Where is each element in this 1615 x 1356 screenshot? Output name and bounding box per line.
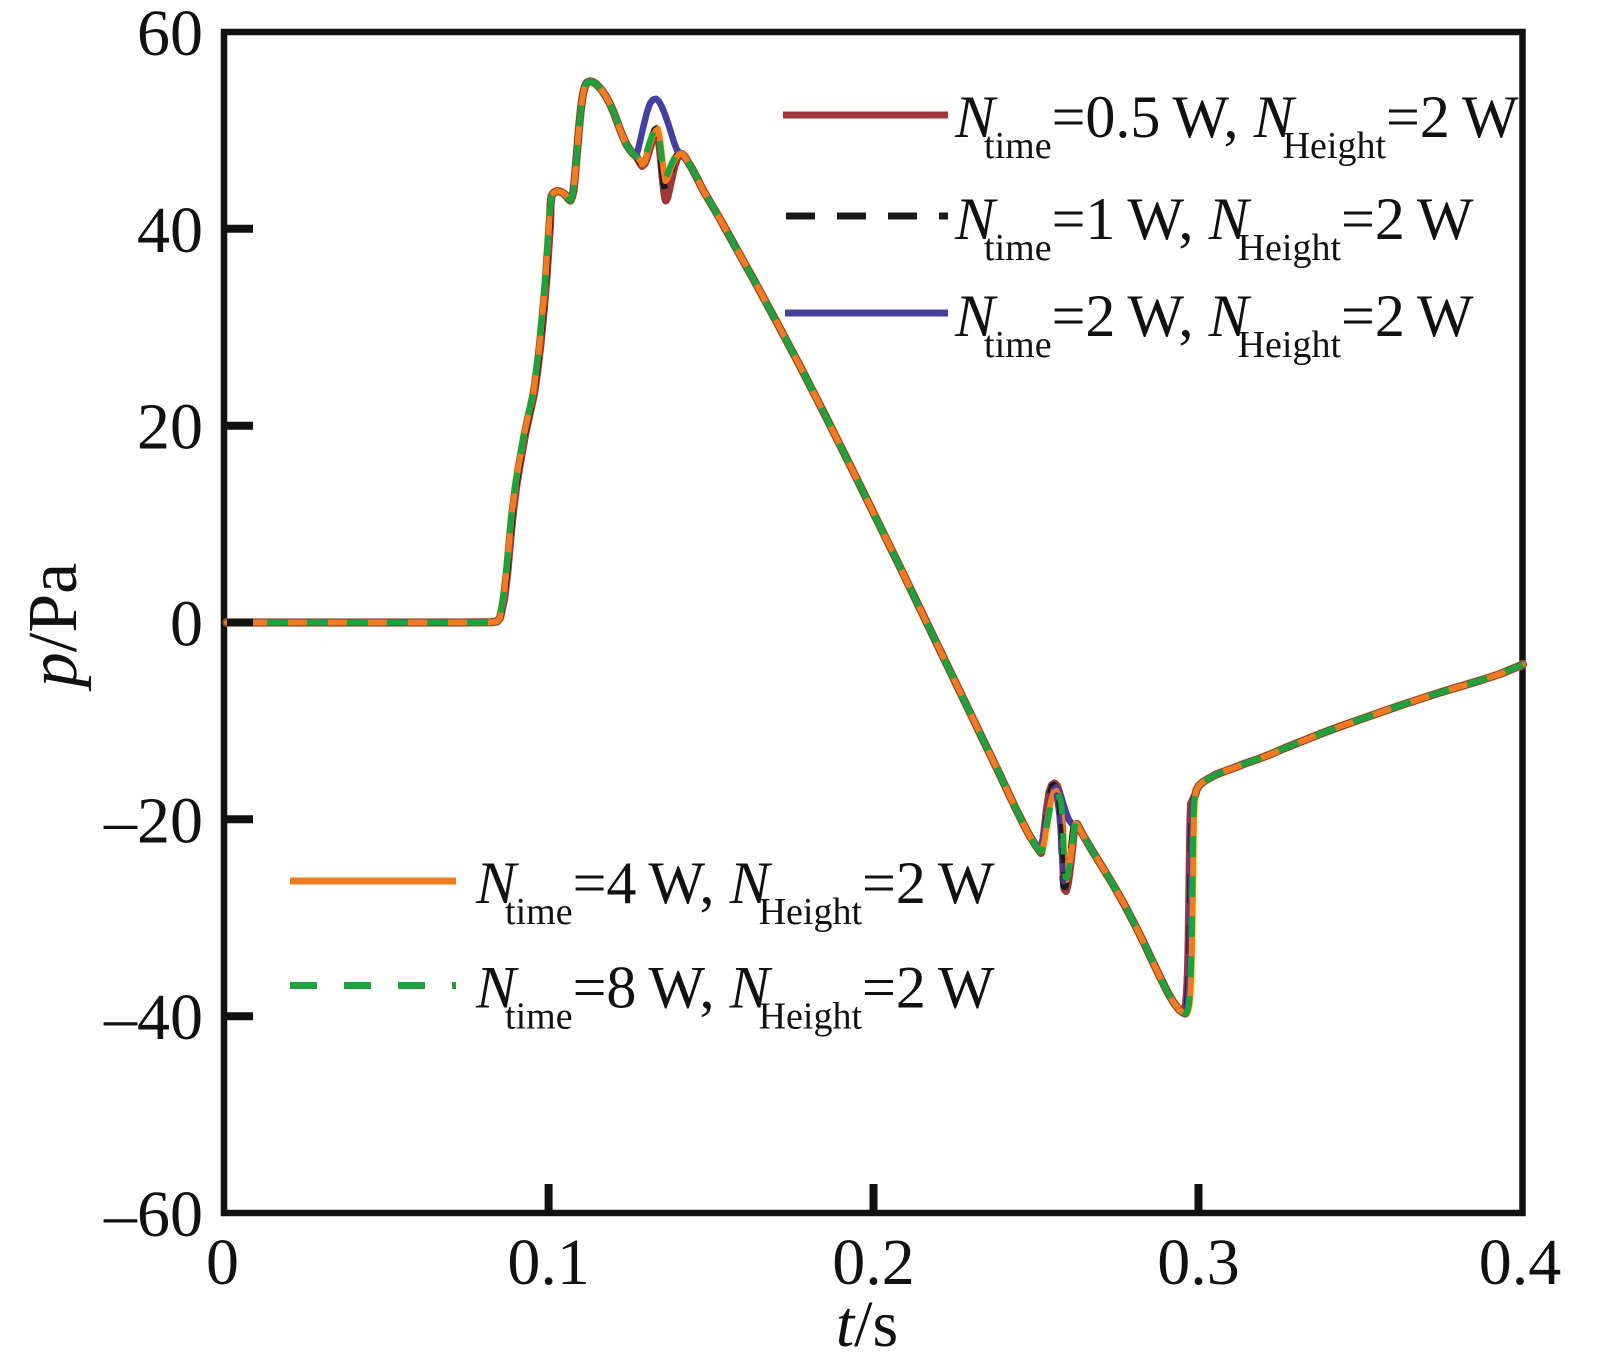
svg-text:–20: –20	[103, 784, 203, 857]
svg-text:60: 60	[137, 0, 203, 70]
svg-text:Ntime=1 W, NHeight=2 W: Ntime=1 W, NHeight=2 W	[954, 186, 1474, 269]
svg-text:t/s: t/s	[836, 1288, 898, 1356]
svg-text:0.3: 0.3	[1157, 1226, 1240, 1299]
svg-text:0.4: 0.4	[1479, 1226, 1562, 1299]
svg-text:0: 0	[206, 1226, 239, 1299]
svg-text:40: 40	[137, 194, 203, 267]
svg-text:Ntime=4 W, NHeight=2 W: Ntime=4 W, NHeight=2 W	[475, 850, 995, 933]
svg-text:Ntime=0.5 W, NHeight=2 W: Ntime=0.5 W, NHeight=2 W	[954, 84, 1519, 167]
svg-text:0: 0	[170, 588, 203, 661]
svg-text:Ntime=8 W, NHeight=2 W: Ntime=8 W, NHeight=2 W	[475, 955, 995, 1038]
svg-text:0.1: 0.1	[507, 1226, 590, 1299]
svg-text:Ntime=2 W, NHeight=2 W: Ntime=2 W, NHeight=2 W	[954, 283, 1474, 366]
svg-text:0.2: 0.2	[832, 1226, 915, 1299]
svg-text:–60: –60	[103, 1178, 203, 1251]
svg-text:20: 20	[137, 391, 203, 464]
svg-text:p/Pa: p/Pa	[15, 563, 92, 692]
svg-text:–40: –40	[103, 981, 203, 1054]
